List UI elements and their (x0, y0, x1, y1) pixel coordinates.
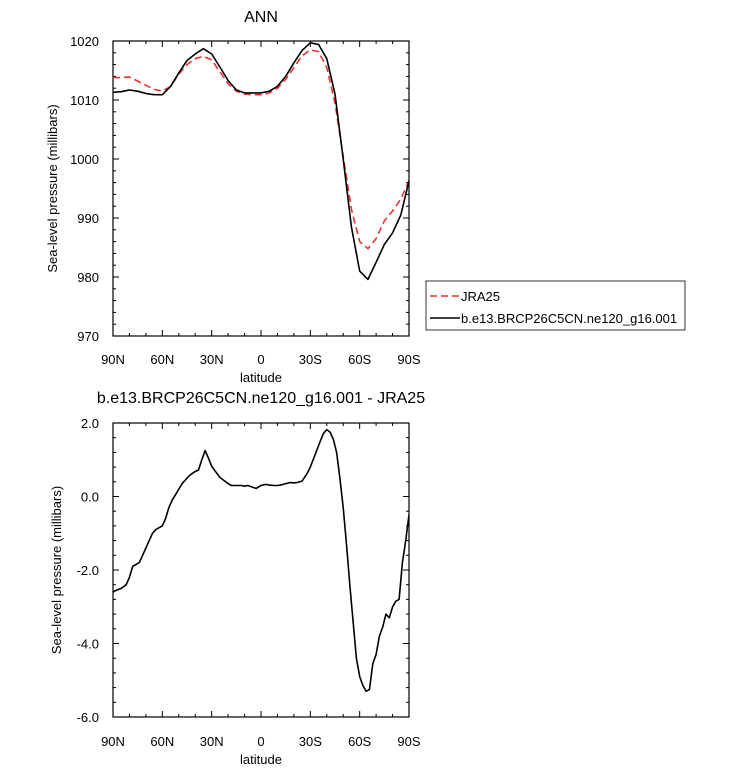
top-y-tick-label: 980 (77, 270, 99, 285)
legend: JRA25 b.e13.BRCP26C5CN.ne120_g16.001 (425, 280, 686, 331)
bottom-y-tick-label: 2.0 (81, 416, 99, 431)
bottom-x-tick-label: 30N (200, 734, 224, 749)
top-x-tick-label: 90S (397, 352, 420, 367)
legend-label: JRA25 (461, 289, 500, 304)
legend-label: b.e13.BRCP26C5CN.ne120_g16.001 (461, 311, 677, 326)
top-y-tick-label: 970 (77, 329, 99, 344)
bottom-x-tick-label: 30S (299, 734, 322, 749)
bottom-x-axis-label: latitude (240, 752, 282, 767)
top-x-tick-label: 30N (200, 352, 224, 367)
bottom-x-tick-label: 60N (150, 734, 174, 749)
bottom-x-tick-label: 60S (348, 734, 371, 749)
top-plot-frame (112, 40, 410, 337)
top-x-tick-label: 90N (101, 352, 125, 367)
top-x-tick-label: 0 (257, 352, 264, 367)
top-y-tick-label: 1010 (70, 93, 99, 108)
top-y-tick-label: 990 (77, 211, 99, 226)
bottom-series-line-0 (113, 428, 409, 693)
bottom-y-tick-label: -2.0 (77, 563, 99, 578)
top-x-tick-label: 60N (150, 352, 174, 367)
top-x-tick-label: 60S (348, 352, 371, 367)
top-chart-title: ANN (244, 9, 278, 26)
bottom-x-tick-label: 90N (101, 734, 125, 749)
legend-box (425, 280, 686, 331)
bottom-chart-title: b.e13.BRCP26C5CN.ne120_g16.001 - JRA25 (97, 390, 425, 407)
bottom-x-tick-label: 0 (257, 734, 264, 749)
bottom-y-tick-label: 0.0 (81, 490, 99, 505)
bottom-y-tick-label: -4.0 (77, 637, 99, 652)
top-x-tick-label: 30S (299, 352, 322, 367)
top-chart: ANN 90N 60N 30N 0 30S 60S 90S 970 980 990 1000 1010 1… (45, 9, 686, 385)
top-series-line-b-e13-brcp26c5cn-ne120-g16-001 (113, 42, 409, 281)
bottom-x-tick-label: 90S (397, 734, 420, 749)
bottom-y-axis-label: Sea-level pressure (millibars) (49, 486, 64, 654)
bottom-y-tick-label: -6.0 (77, 710, 99, 725)
top-x-axis-label: latitude (240, 370, 282, 385)
top-y-tick-label: 1020 (70, 34, 99, 49)
top-series-line-jra25 (113, 49, 409, 250)
top-y-axis-label: Sea-level pressure (millibars) (45, 104, 60, 272)
bottom-plot-frame (112, 422, 410, 718)
top-y-tick-label: 1000 (70, 152, 99, 167)
bottom-chart: b.e13.BRCP26C5CN.ne120_g16.001 - JRA25 90… (49, 390, 425, 767)
